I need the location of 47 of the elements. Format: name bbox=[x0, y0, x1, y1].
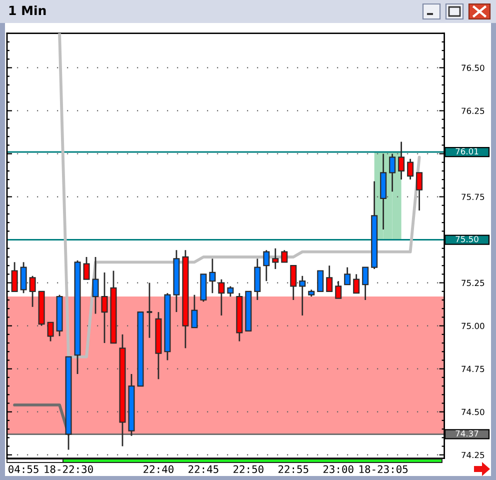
candlestick bbox=[326, 264, 333, 292]
y-tick-label: 74.25 bbox=[462, 452, 484, 458]
candlestick bbox=[218, 278, 225, 316]
candlestick bbox=[101, 272, 108, 344]
candlestick bbox=[281, 249, 288, 263]
candlestick bbox=[398, 141, 405, 180]
x-tick-label: 23:00 bbox=[323, 465, 354, 474]
y-tick-label: 74.50 bbox=[462, 408, 484, 416]
line-series bbox=[58, 33, 421, 358]
x-tick-label: 22:45 bbox=[188, 465, 218, 474]
candlestick bbox=[416, 172, 423, 212]
chart-title: 1 Min bbox=[9, 5, 46, 15]
candlestick bbox=[146, 282, 154, 339]
y-tick-label: 74.75 bbox=[462, 366, 484, 372]
x-tick-label: 22:50 bbox=[234, 465, 264, 474]
candlestick bbox=[362, 266, 369, 301]
candlestick bbox=[290, 264, 297, 301]
y-tick-label: 76.50 bbox=[462, 64, 484, 71]
candlestick bbox=[92, 256, 99, 314]
candlestick bbox=[353, 273, 360, 294]
candlestick bbox=[20, 261, 27, 294]
candlestick bbox=[191, 294, 198, 328]
candlestick bbox=[317, 270, 324, 292]
candlestick bbox=[344, 266, 351, 286]
x-tick-label: 22:55 bbox=[278, 465, 308, 474]
candlestick bbox=[209, 258, 216, 294]
ref-line-label: 76.01 bbox=[456, 148, 478, 154]
candlestick bbox=[263, 249, 270, 282]
candlestick bbox=[272, 248, 279, 270]
candlestick bbox=[227, 286, 234, 298]
x-tick-label: 22:40 bbox=[144, 465, 174, 474]
y-tick-label: 75.75 bbox=[462, 194, 484, 200]
y-tick-label: 75.25 bbox=[462, 280, 484, 286]
candlestick bbox=[83, 256, 90, 280]
candlestick bbox=[29, 275, 36, 308]
ref-line-label: 74.37 bbox=[456, 430, 478, 437]
y-tick-label: 75.00 bbox=[462, 322, 484, 330]
x-tick-label: 18-22:30 bbox=[44, 465, 93, 474]
y-tick-label: 76.25 bbox=[462, 108, 484, 114]
candlestick bbox=[407, 158, 414, 180]
x-tick-label: 18-23:05 bbox=[359, 465, 408, 474]
ref-line-label: 75.50 bbox=[456, 236, 478, 242]
candlestick bbox=[335, 280, 342, 299]
candlestick bbox=[299, 275, 306, 316]
candlestick bbox=[389, 153, 396, 192]
x-tick-label: 04:55 bbox=[8, 465, 38, 474]
candlestick bbox=[47, 322, 54, 342]
